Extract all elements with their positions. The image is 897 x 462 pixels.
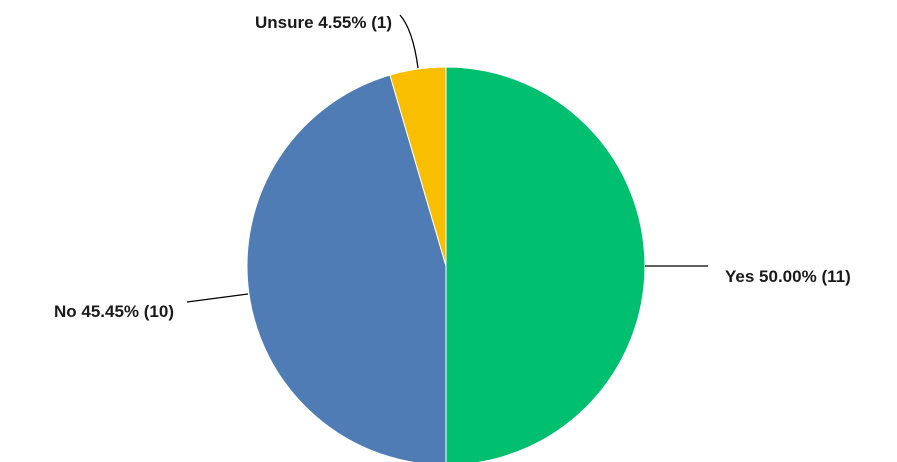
slice-label-no: No 45.45% (10) [54, 302, 174, 321]
slices-layer [246, 66, 646, 462]
leaders-layer [186, 14, 708, 303]
slice-label-yes: Yes 50.00% (11) [725, 267, 851, 286]
pie-slice-no [246, 74, 447, 462]
leader-line-unsure [399, 14, 419, 69]
labels-layer: Yes 50.00% (11) No 45.45% (10) Unsure 4.… [54, 13, 851, 321]
slice-label-unsure: Unsure 4.55% (1) [255, 13, 392, 32]
pie-slice-unsure [389, 66, 447, 267]
leader-line-no [186, 293, 249, 303]
pie-slice-yes [445, 66, 646, 462]
